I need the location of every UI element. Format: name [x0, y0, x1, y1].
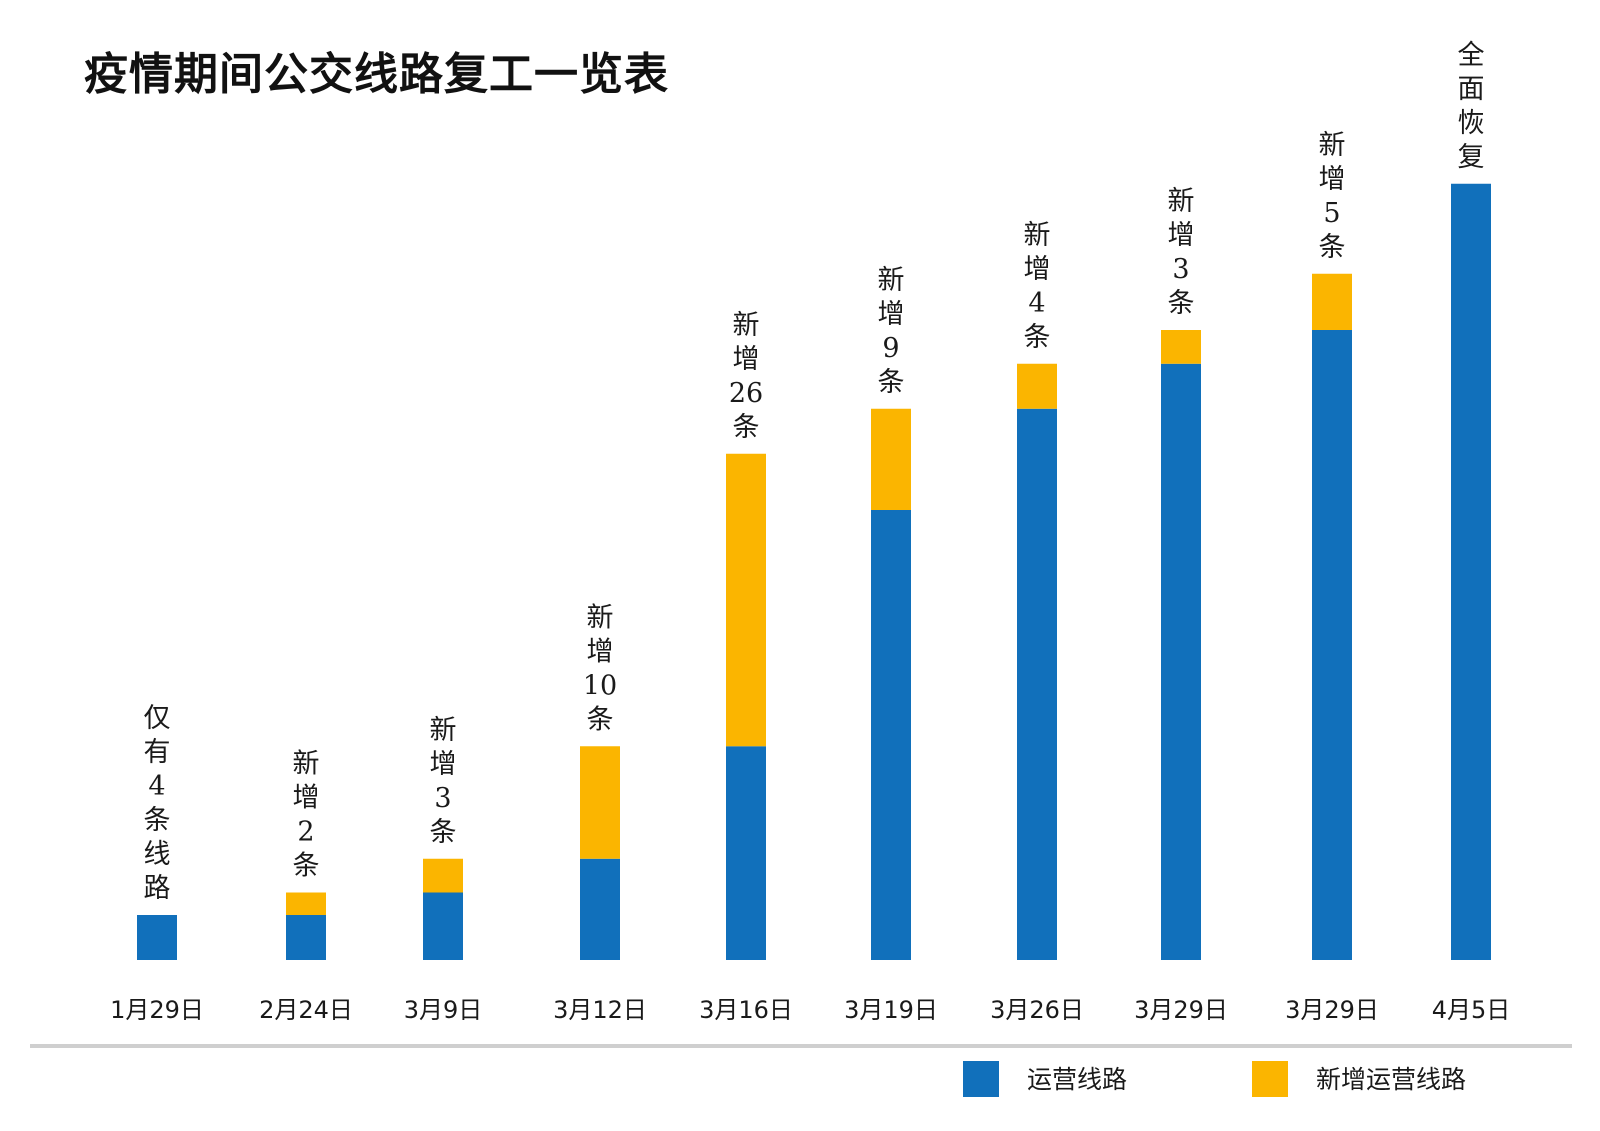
x-tick-label-0: 1月29日	[110, 996, 204, 1024]
bar-annotation-glyph: 有	[144, 737, 171, 768]
bar-annotation-glyph: 条	[1168, 288, 1195, 319]
bar-annotation-glyph: 新	[293, 749, 320, 780]
bar-added-7	[1161, 330, 1201, 364]
bar-added-3	[580, 746, 620, 859]
bar-annotation-glyph: 新	[587, 602, 614, 633]
legend-swatch	[1252, 1061, 1288, 1097]
legend-item-1: 新增运营线路	[1252, 1061, 1466, 1097]
bar-annotation-glyph: 新	[430, 715, 457, 746]
x-tick-label-7: 3月29日	[1134, 996, 1228, 1024]
bar-added-2	[423, 858, 463, 893]
legend-label: 运营线路	[1027, 1065, 1127, 1094]
bar-operating-3	[580, 858, 620, 960]
bar-annotation-glyph: 增	[1168, 220, 1195, 251]
legend-label: 新增运营线路	[1316, 1065, 1466, 1094]
chart-title: 疫情期间公交线路复工一览表	[84, 49, 669, 100]
bar-annotation-glyph: 条	[878, 367, 905, 398]
bar-operating-9	[1451, 183, 1491, 960]
x-tick-label-2: 3月9日	[404, 996, 483, 1024]
bar-annotation-glyph: 4	[1028, 288, 1045, 319]
bar-annotation-glyph: 线	[144, 839, 171, 870]
bar-annotation-glyph: 26	[729, 378, 763, 409]
bar-annotation-glyph: 10	[583, 670, 617, 701]
bar-annotation-glyph: 新	[1168, 186, 1195, 217]
bar-annotation-glyph: 条	[733, 412, 760, 443]
bar-annotation-glyph: 新	[733, 310, 760, 341]
x-tick-label-3: 3月12日	[553, 996, 647, 1024]
bar-operating-8	[1312, 330, 1352, 960]
x-tick-label-6: 3月26日	[990, 996, 1084, 1024]
bar-added-5	[871, 408, 911, 510]
bar-annotation-glyph: 条	[1319, 232, 1346, 263]
bar-annotation-glyph: 面	[1458, 74, 1485, 105]
bar-annotation-glyph: 新	[878, 265, 905, 296]
x-tick-label-5: 3月19日	[844, 996, 938, 1024]
bar-annotation-glyph: 恢	[1458, 108, 1485, 139]
bar-annotation-glyph: 增	[1024, 254, 1051, 285]
bar-annotation-glyph: 条	[1024, 322, 1051, 353]
bar-annotation-glyph: 新	[1024, 220, 1051, 251]
legend-item-0: 运营线路	[963, 1061, 1127, 1097]
bar-annotation-glyph: 3	[1172, 254, 1189, 285]
x-tick-label-1: 2月24日	[259, 996, 353, 1024]
bar-annotation-glyph: 增	[587, 636, 614, 667]
bar-added-4	[726, 453, 766, 747]
bar-annotation-glyph: 新	[1319, 130, 1346, 161]
bar-annotation-glyph: 条	[144, 805, 171, 836]
bar-added-1	[286, 892, 326, 915]
bar-annotation-glyph: 增	[293, 783, 320, 814]
bar-operating-1	[286, 915, 326, 960]
bar-annotation-glyph: 条	[430, 817, 457, 848]
bar-operating-0	[137, 915, 177, 960]
x-tick-label-8: 3月29日	[1285, 996, 1379, 1024]
bar-annotation-glyph: 条	[587, 704, 614, 735]
bar-added-8	[1312, 273, 1352, 330]
bar-annotation-glyph: 3	[434, 783, 451, 814]
bar-annotation-glyph: 路	[144, 873, 171, 904]
bar-labels-layer: 仅有4条线路新增2条新增3条新增10条新增26条新增9条新增4条新增3条新增5条…	[144, 40, 1485, 904]
bar-annotation-glyph: 仅	[144, 703, 171, 734]
bar-annotation-glyph: 5	[1323, 198, 1340, 229]
bar-operating-7	[1161, 363, 1201, 960]
bar-annotation-glyph: 增	[430, 749, 457, 780]
bar-annotation-glyph: 条	[293, 851, 320, 882]
bar-operating-2	[423, 892, 463, 960]
bar-annotation-glyph: 增	[733, 344, 760, 375]
legend-swatch	[963, 1061, 999, 1097]
x-tick-labels: 1月29日 2月24日 3月9日 3月12日 3月16日 3月19日 3月26日 3月29日 3…	[110, 996, 1510, 1024]
bar-annotation-glyph: 9	[882, 333, 899, 364]
bar-annotation-glyph: 增	[878, 299, 905, 330]
bars-layer	[137, 183, 1491, 960]
bar-operating-5	[871, 510, 911, 960]
bar-annotation-glyph: 全	[1458, 40, 1485, 71]
bar-operating-6	[1017, 408, 1057, 960]
bar-annotation-glyph: 增	[1319, 164, 1346, 195]
bar-operating-4	[726, 746, 766, 960]
bar-added-6	[1017, 363, 1057, 409]
x-tick-label-9: 4月5日	[1432, 996, 1511, 1024]
x-tick-label-4: 3月16日	[699, 996, 793, 1024]
bar-annotation-glyph: 4	[148, 771, 165, 802]
legend: 运营线路 新增运营线路	[963, 1061, 1466, 1097]
bar-annotation-glyph: 2	[297, 817, 314, 848]
bar-annotation-glyph: 复	[1458, 142, 1485, 173]
